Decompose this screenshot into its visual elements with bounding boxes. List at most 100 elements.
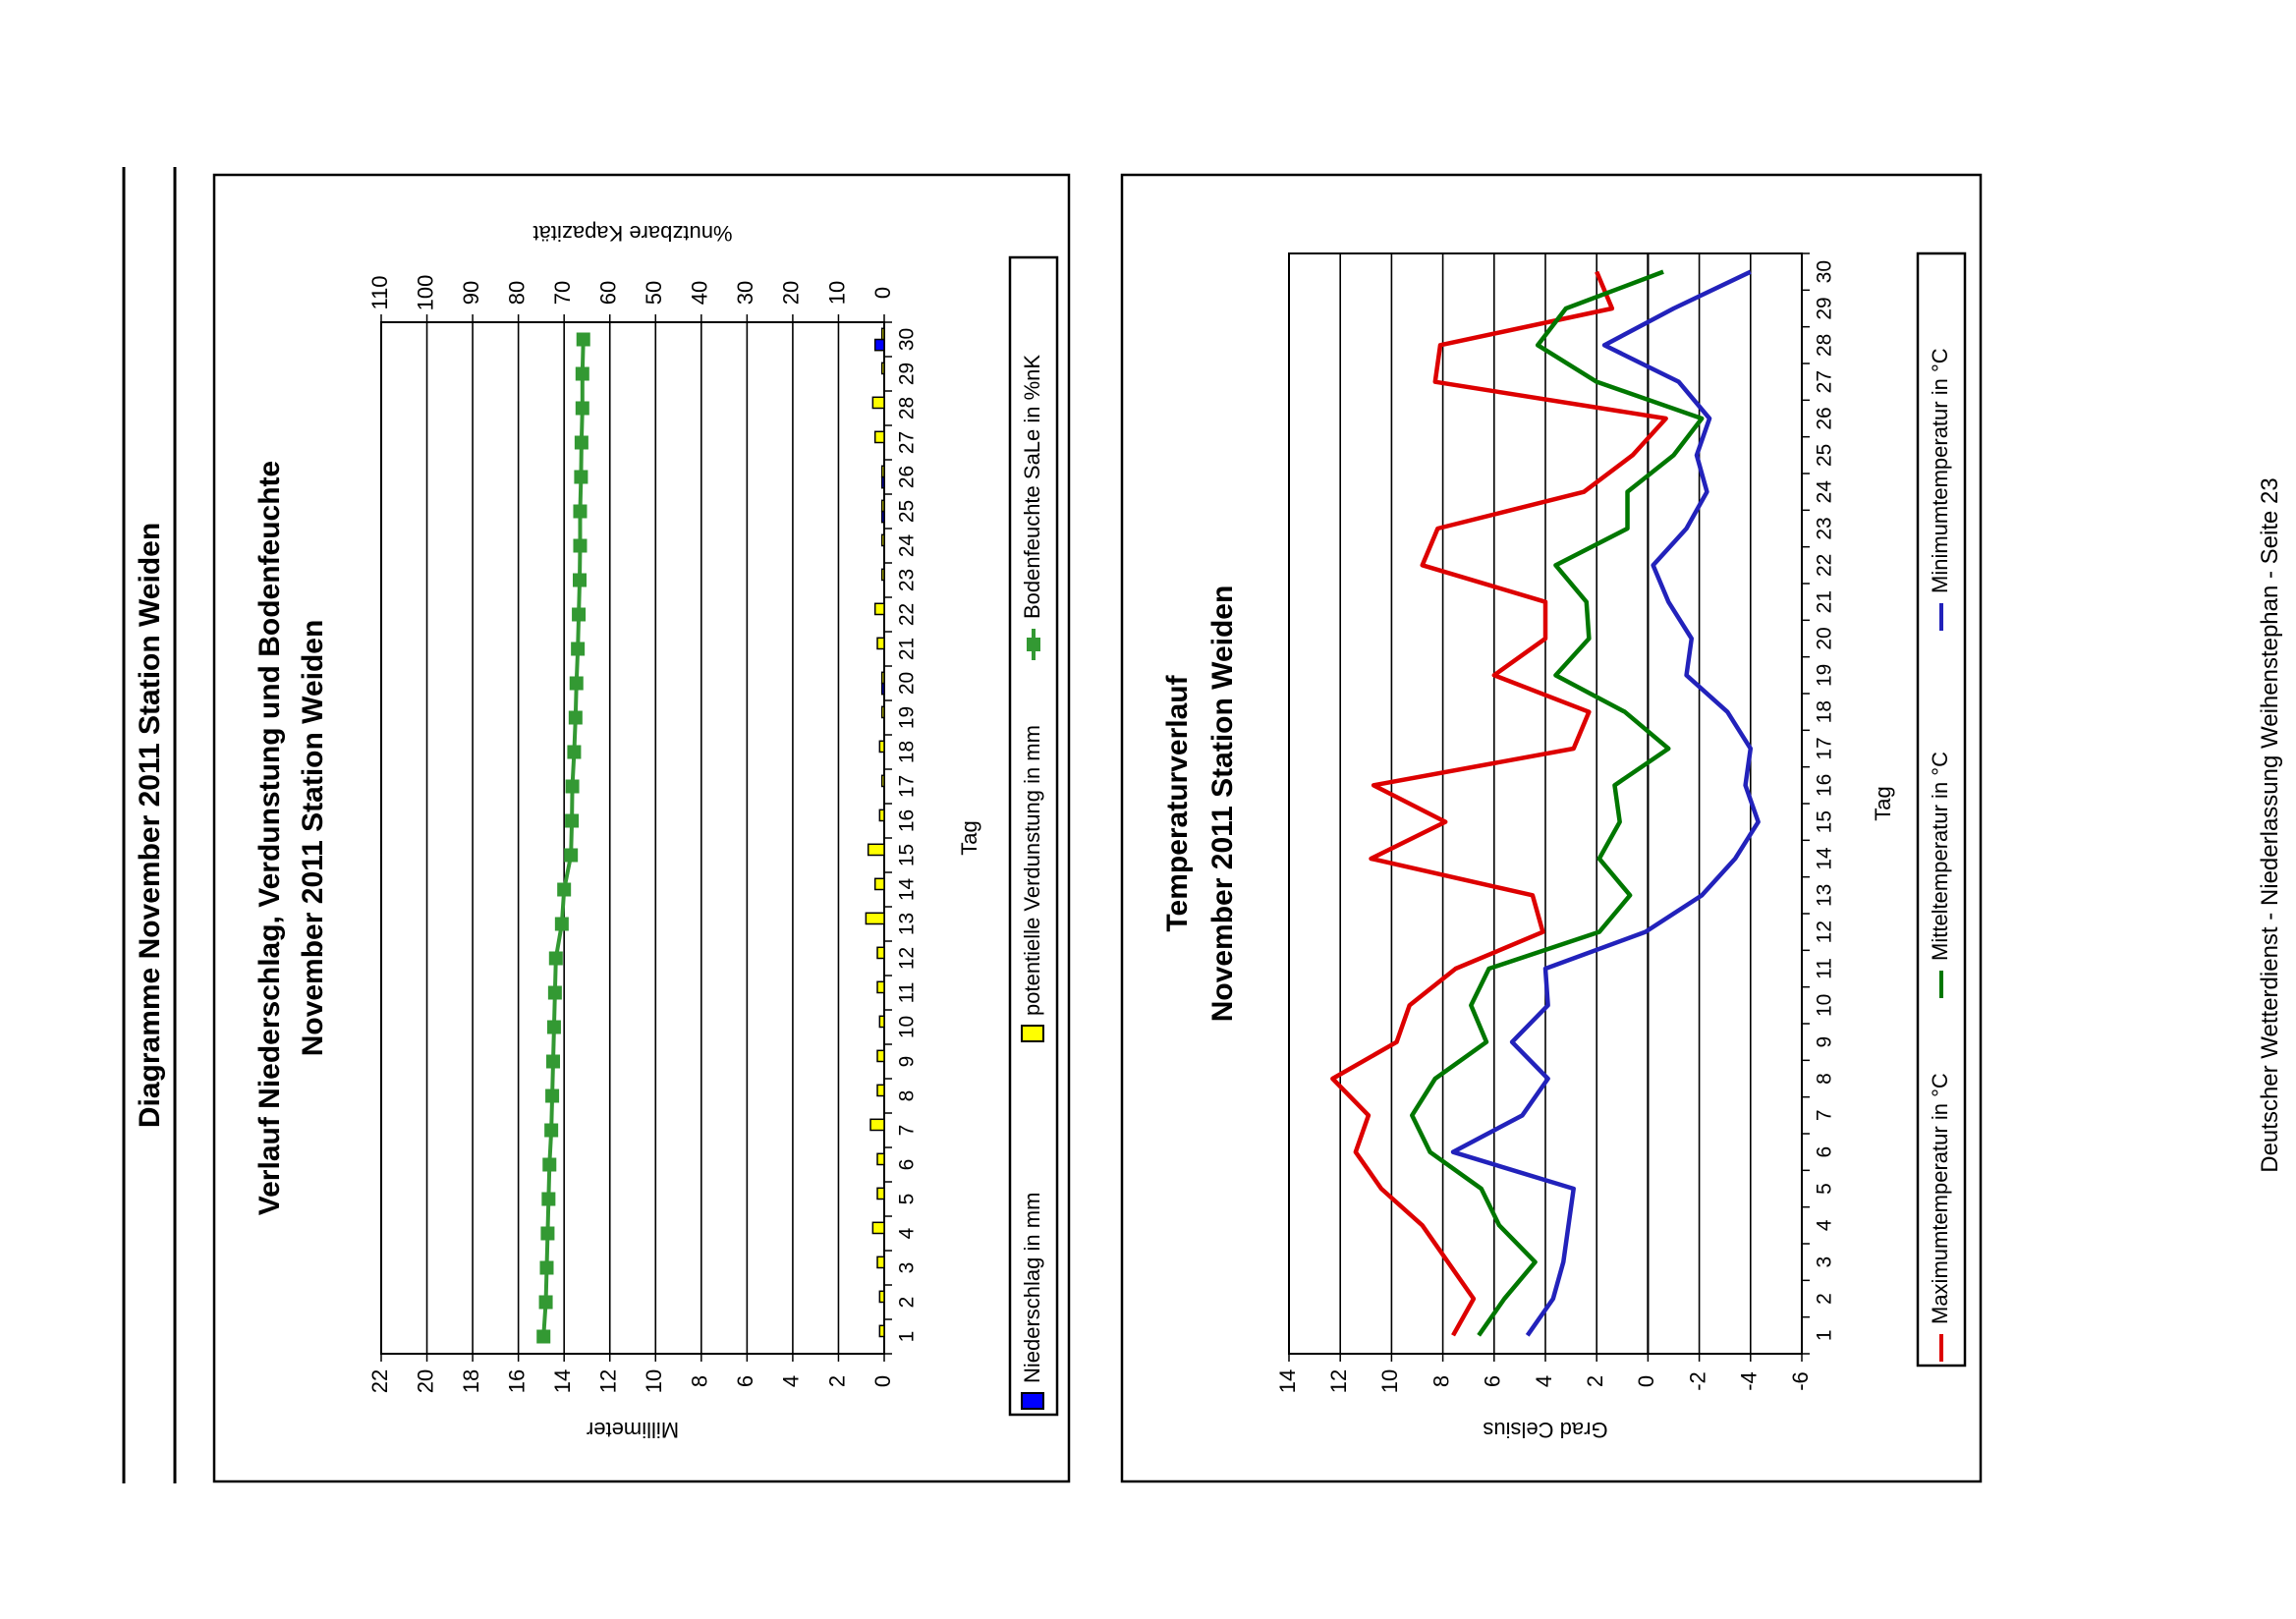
chart1-xtick-label: 2: [896, 1297, 919, 1309]
chart1-bar-evaporation: [880, 671, 885, 685]
chart1-bar-evaporation: [871, 1221, 885, 1235]
chart1-ytick-label: 2: [824, 1375, 849, 1387]
chart1-ytick-label: 6: [733, 1375, 757, 1387]
chart1-xtick-label: 8: [896, 1090, 919, 1102]
chart1-bar-evaporation: [880, 465, 885, 478]
chart1-xtick-label: 29: [896, 363, 919, 385]
chart1-y2tick-label: 90: [459, 281, 483, 305]
chart1-bar-evaporation: [880, 568, 885, 582]
chart1-bar-evaporation: [880, 774, 885, 788]
chart2-title: Temperaturverlauf: [1161, 674, 1194, 931]
chart2-xtick-label: 3: [1814, 1256, 1836, 1268]
chart1-point-soil-moisture: [538, 1295, 553, 1310]
chart1-legend-swatch: [1021, 1392, 1044, 1410]
chart1-bar-evaporation: [880, 499, 885, 513]
chart1-bar-evaporation: [878, 1290, 885, 1304]
chart2-xtick-label: 10: [1814, 994, 1836, 1017]
chart2-xtick-label: 20: [1814, 627, 1836, 649]
chart1-point-soil-moisture: [576, 332, 590, 347]
chart1-ytick-label: 10: [642, 1369, 666, 1393]
chart1-point-soil-moisture: [547, 985, 562, 1000]
chart1-xtick-label: 9: [896, 1056, 919, 1068]
chart1-point-soil-moisture: [571, 642, 586, 656]
chart2-legend-label: Minimumtemperatur in °C: [1928, 348, 1952, 593]
chart1-point-soil-moisture: [541, 1192, 556, 1206]
chart1-bar-evaporation: [878, 1324, 885, 1338]
chart1-bar-precipitation: [873, 338, 885, 352]
chart2-xtick-label: 4: [1814, 1219, 1836, 1231]
chart1-xtick-label: 25: [896, 500, 919, 523]
chart1-ytick-label: 4: [779, 1375, 804, 1387]
chart2-ytick-label: 10: [1377, 1369, 1402, 1393]
chart1-ytick-label: 22: [367, 1369, 392, 1393]
chart1-y2tick-label: 80: [504, 281, 529, 305]
chart1-point-soil-moisture: [573, 538, 588, 553]
chart1-subtitle: November 2011 Station Weiden: [297, 620, 329, 1057]
chart2-legend-label: Maximumtemperatur in °C: [1928, 1073, 1952, 1324]
chart1-bar-evaporation: [880, 327, 885, 341]
chart1-point-soil-moisture: [568, 710, 583, 725]
chart1-plot-area: [380, 321, 885, 1355]
chart1-ytick-label: 20: [413, 1369, 437, 1393]
chart2-ytick-label: 14: [1275, 1369, 1300, 1393]
chart2-xtick-label: 5: [1814, 1183, 1836, 1195]
chart1-point-soil-moisture: [536, 1329, 551, 1344]
chart1-y2tick-label: 50: [642, 281, 666, 305]
chart1-bar-evaporation: [876, 1152, 885, 1166]
chart2-ytick-label: -6: [1788, 1371, 1813, 1391]
chart2-ytick-label: 4: [1532, 1375, 1556, 1387]
chart1-xtick-label: 19: [896, 706, 919, 729]
chart1-point-soil-moisture: [546, 1020, 561, 1034]
chart2-ylabel: Grad Celsius: [1483, 1418, 1607, 1442]
chart2-xtick-label: 13: [1814, 884, 1836, 907]
chart1-xtick-label: 26: [896, 466, 919, 488]
chart1-bar-evaporation: [880, 362, 885, 375]
chart1-xtick-label: 11: [896, 982, 919, 1004]
chart1-legend-swatch: [1021, 1025, 1044, 1042]
chart2-xlabel: Tag: [1871, 786, 1895, 820]
chart1-xtick-label: 24: [896, 534, 919, 558]
chart1-xtick-label: 16: [896, 810, 919, 832]
chart1-xtick-label: 17: [896, 775, 919, 798]
chart1-point-soil-moisture: [542, 1157, 557, 1172]
chart1-bar-evaporation: [873, 877, 885, 891]
chart1-point-soil-moisture: [575, 401, 589, 416]
chart2-xtick-label: 15: [1814, 810, 1836, 833]
chart1-xtick-label: 3: [896, 1262, 919, 1274]
chart1-xtick-label: 4: [896, 1227, 919, 1239]
chart2-xtick-label: 21: [1814, 590, 1836, 613]
chart1-title: Verlauf Niederschlag, Verdunstung und Bo…: [253, 461, 286, 1215]
chart2-xtick-label: 29: [1814, 297, 1836, 319]
chart1-point-soil-moisture: [544, 1123, 559, 1138]
chart1-bar-evaporation: [876, 1049, 885, 1063]
chart2-ytick-label: -4: [1737, 1371, 1762, 1391]
chart2-xtick-label: 22: [1814, 554, 1836, 577]
chart1-ytick-label: 14: [550, 1369, 575, 1393]
chart1-point-soil-moisture: [548, 951, 563, 966]
chart1-xtick-label: 5: [896, 1194, 919, 1205]
chart1-y2label: %nutzbare Kapazität: [532, 221, 732, 246]
page-footer: Deutscher Wetterdienst - Niederlassung W…: [2257, 477, 2283, 1173]
chart1-ytick-label: 0: [870, 1375, 895, 1387]
chart1-y2tick-label: 70: [550, 281, 575, 305]
chart2-legend-label: Mitteltemperatur in °C: [1928, 752, 1952, 961]
chart1-frame: [212, 173, 1071, 1483]
chart2-ytick-label: 6: [1481, 1375, 1505, 1387]
chart2-xtick-label: 30: [1814, 260, 1836, 283]
chart2-line: [1450, 269, 1761, 1337]
chart1-point-soil-moisture: [573, 504, 588, 519]
chart2-line: [1410, 269, 1705, 1337]
chart1-y2tick-label: 30: [733, 281, 757, 305]
chart1-point-soil-moisture: [540, 1226, 555, 1241]
chart1-legend-marker: [1027, 638, 1040, 651]
chart1-legend-label: Niederschlag in mm: [1020, 1193, 1044, 1383]
chart2-xtick-label: 1: [1814, 1329, 1836, 1341]
chart1-bar-evaporation: [878, 740, 885, 754]
chart2-xtick-label: 8: [1814, 1073, 1836, 1085]
chart1-point-soil-moisture: [565, 779, 580, 794]
chart1-xtick-label: 30: [896, 328, 919, 351]
chart2-xtick-label: 23: [1814, 517, 1836, 539]
chart1-bar-evaporation: [869, 1118, 885, 1132]
chart2-xtick-label: 12: [1814, 921, 1836, 943]
chart1-bar-evaporation: [873, 430, 885, 444]
